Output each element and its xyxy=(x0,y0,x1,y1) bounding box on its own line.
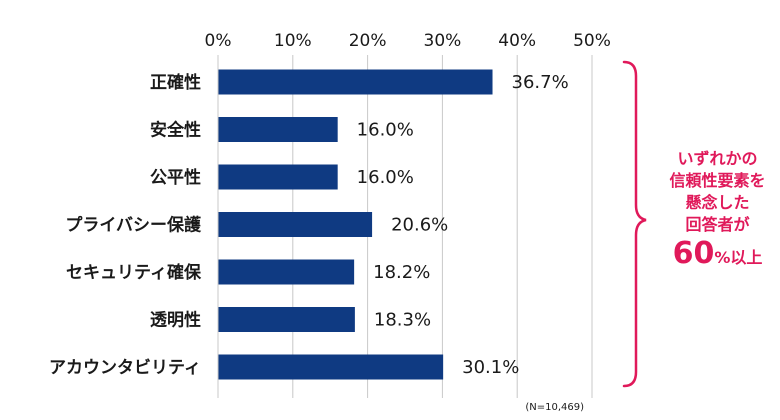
bar xyxy=(218,164,338,190)
category-label: 透明性 xyxy=(150,310,201,331)
callout-big-suffix: %以上 xyxy=(714,248,763,267)
sample-size-note: (N=10,469) xyxy=(525,402,584,413)
data-label: 18.3% xyxy=(374,310,431,331)
callout-line-1: いずれかの xyxy=(677,149,758,168)
x-tick-label: 30% xyxy=(424,31,462,51)
callout-line-4: 回答者が xyxy=(685,215,750,234)
callout-big-value: 60 xyxy=(672,236,715,271)
category-label: セキュリティ確保 xyxy=(66,262,202,283)
x-tick-label: 40% xyxy=(498,31,536,51)
x-tick-label: 20% xyxy=(349,31,387,51)
data-label: 20.6% xyxy=(391,215,448,236)
bar xyxy=(218,354,444,380)
bar xyxy=(218,307,355,332)
category-label: アカウンタビリティ xyxy=(49,358,201,378)
bar xyxy=(218,117,338,142)
data-label: 36.7% xyxy=(512,72,569,93)
bar xyxy=(218,69,493,95)
callout-text: いずれかの 信頼性要素を 懸念した 回答者が 60%以上 xyxy=(650,148,780,276)
category-label: 安全性 xyxy=(150,120,201,141)
callout-line-2: 信頼性要素を xyxy=(669,171,766,190)
bar xyxy=(218,259,355,285)
data-label: 16.0% xyxy=(357,120,414,141)
callout-line-3: 懸念した xyxy=(685,193,750,212)
data-label: 30.1% xyxy=(462,357,519,378)
category-label: プライバシー保護 xyxy=(65,215,202,236)
data-label: 18.2% xyxy=(373,262,430,283)
callout-highlight: 60%以上 xyxy=(650,236,780,276)
category-label: 正確性 xyxy=(150,72,201,93)
bar xyxy=(218,212,373,237)
x-tick-label: 0% xyxy=(205,31,232,51)
x-tick-label: 10% xyxy=(274,31,312,51)
x-tick-label: 50% xyxy=(573,31,611,51)
data-label: 16.0% xyxy=(357,167,414,188)
category-label: 公平性 xyxy=(150,167,201,188)
